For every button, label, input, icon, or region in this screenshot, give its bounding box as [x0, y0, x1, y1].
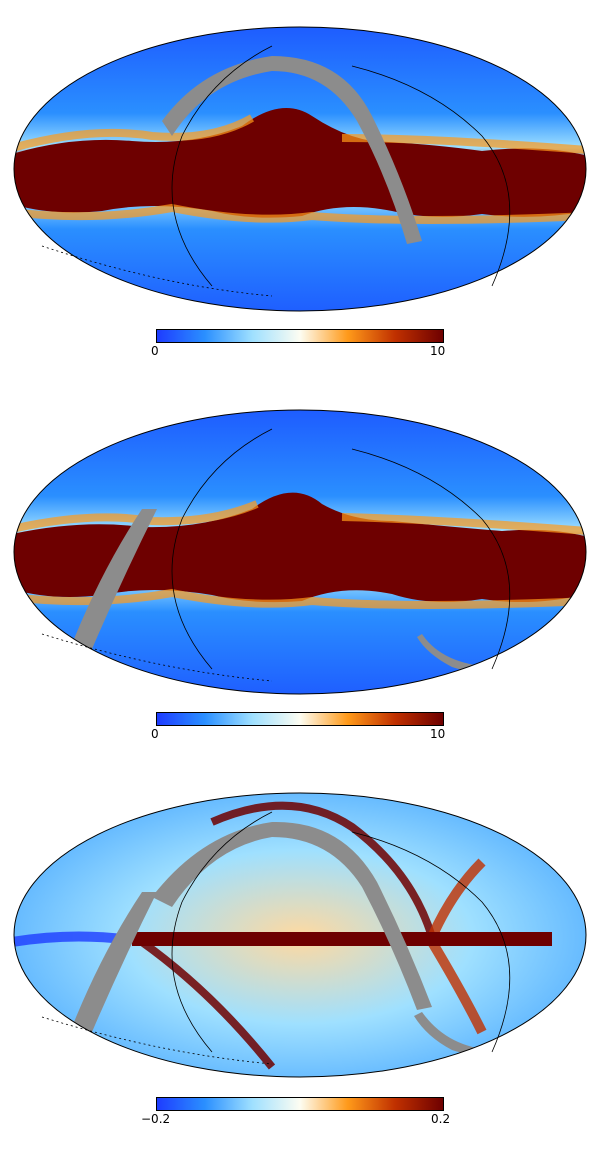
colorbar-1-min-label: 0 — [151, 344, 159, 358]
graticule — [13, 26, 587, 312]
graticule — [13, 792, 587, 1078]
map-panel-3: −0.2 0.2 — [0, 766, 600, 1136]
colorbar-1 — [156, 329, 444, 343]
colorbar-2-min-label: 0 — [151, 727, 159, 741]
galactic-plane-band — [14, 492, 586, 603]
mollweide-map-2 — [13, 409, 587, 695]
masked-scan-strip-upper — [152, 821, 432, 1010]
graticule — [13, 409, 587, 695]
colorbar-1-max-label: 10 — [430, 344, 446, 358]
colorbar-3-max-label: 0.2 — [431, 1112, 451, 1126]
map-panel-2: 0 10 — [0, 383, 600, 753]
masked-scan-strip-left — [72, 509, 157, 649]
colorbar-2-max-label: 10 — [430, 727, 446, 741]
mollweide-map-1 — [13, 26, 587, 312]
colorbar-3 — [156, 1097, 444, 1111]
masked-hook-right — [417, 634, 532, 674]
mollweide-map-3 — [13, 792, 587, 1078]
map-panel-1: 0 10 — [0, 0, 600, 370]
masked-scan-strip — [162, 56, 422, 244]
colorbar-2 — [156, 712, 444, 726]
galactic-plane-band — [132, 932, 552, 946]
masked-scan-strip-left — [72, 892, 157, 1032]
galactic-plane-band — [14, 108, 586, 218]
colorbar-3-min-label: −0.2 — [141, 1112, 171, 1126]
